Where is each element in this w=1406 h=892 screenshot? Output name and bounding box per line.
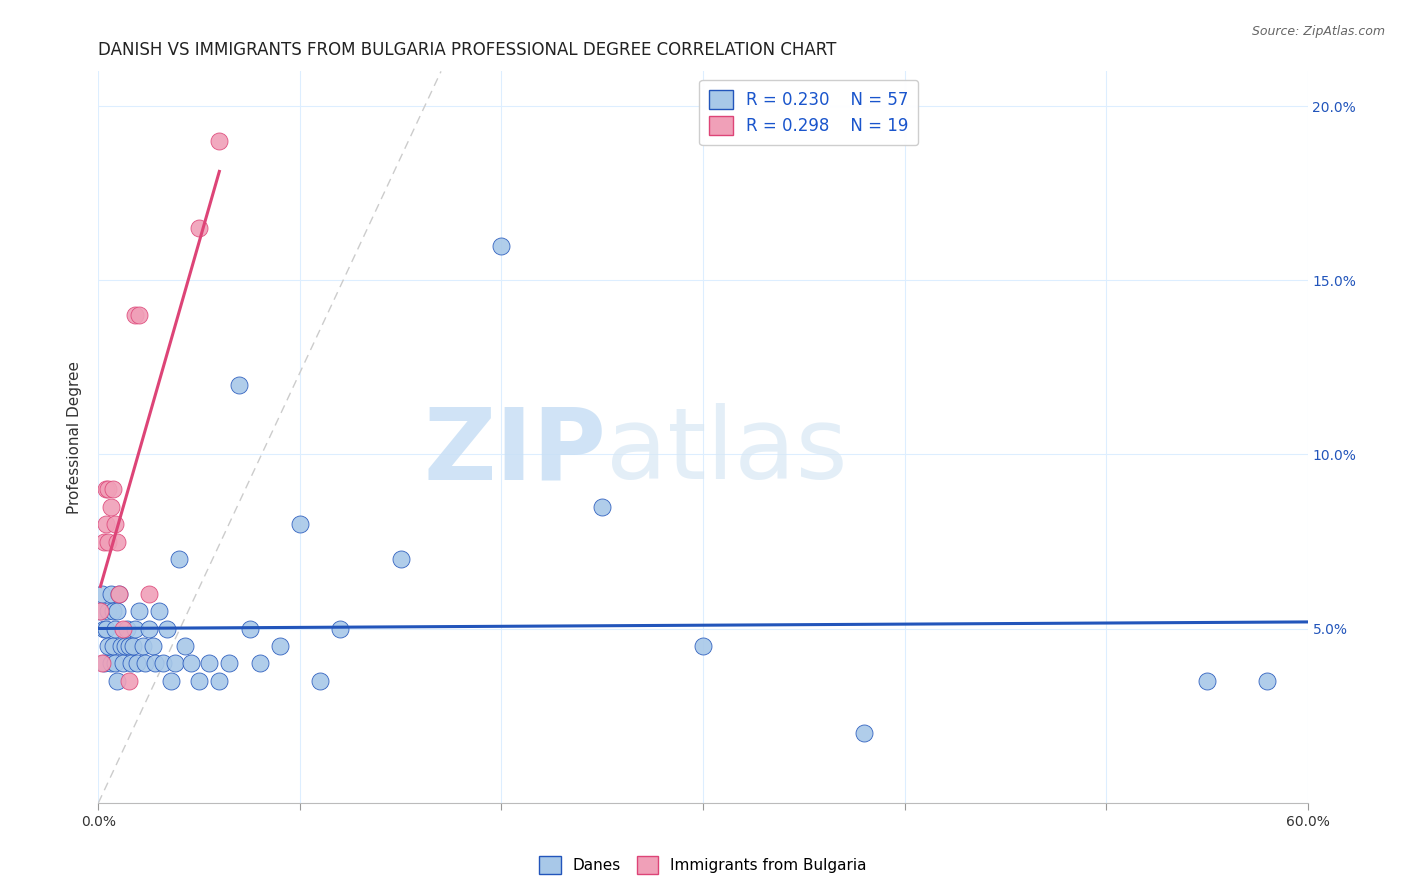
- Point: [138, 622, 160, 636]
- Text: DANISH VS IMMIGRANTS FROM BULGARIA PROFESSIONAL DEGREE CORRELATION CHART: DANISH VS IMMIGRANTS FROM BULGARIA PROFE…: [98, 41, 837, 59]
- Point: [143, 657, 166, 671]
- Point: [128, 604, 150, 618]
- Point: [103, 517, 125, 532]
- Legend: R = 0.230    N = 57, R = 0.298    N = 19: R = 0.230 N = 57, R = 0.298 N = 19: [699, 79, 918, 145]
- Point: [309, 673, 332, 688]
- Point: [103, 657, 125, 671]
- Text: Source: ZipAtlas.com: Source: ZipAtlas.com: [1251, 25, 1385, 38]
- Point: [97, 534, 120, 549]
- Point: [167, 552, 190, 566]
- Point: [163, 657, 186, 671]
- Point: [142, 639, 165, 653]
- Point: [118, 673, 141, 688]
- Point: [118, 639, 141, 653]
- Point: [188, 673, 211, 688]
- Point: [121, 639, 143, 653]
- Point: [132, 639, 155, 653]
- Point: [329, 622, 352, 636]
- Point: [100, 500, 122, 514]
- Point: [101, 639, 124, 653]
- Point: [124, 308, 146, 322]
- Point: [105, 673, 128, 688]
- Text: atlas: atlas: [606, 403, 848, 500]
- Point: [96, 483, 118, 497]
- Point: [93, 657, 115, 671]
- Point: [1195, 673, 1218, 688]
- Point: [120, 657, 142, 671]
- Point: [93, 622, 115, 636]
- Legend: Danes, Immigrants from Bulgaria: Danes, Immigrants from Bulgaria: [533, 850, 873, 880]
- Point: [288, 517, 311, 532]
- Point: [100, 657, 122, 671]
- Point: [125, 657, 148, 671]
- Point: [107, 587, 129, 601]
- Point: [1256, 673, 1278, 688]
- Point: [239, 622, 262, 636]
- Point: [249, 657, 271, 671]
- Point: [269, 639, 291, 653]
- Text: ZIP: ZIP: [423, 403, 606, 500]
- Y-axis label: Professional Degree: Professional Degree: [67, 360, 83, 514]
- Point: [228, 377, 250, 392]
- Point: [218, 657, 240, 671]
- Point: [128, 308, 150, 322]
- Point: [96, 517, 118, 532]
- Point: [389, 552, 412, 566]
- Point: [105, 604, 128, 618]
- Point: [114, 639, 136, 653]
- Point: [188, 221, 211, 235]
- Point: [115, 622, 138, 636]
- Point: [91, 587, 114, 601]
- Point: [591, 500, 613, 514]
- Point: [148, 604, 170, 618]
- Point: [91, 657, 114, 671]
- Point: [198, 657, 221, 671]
- Point: [208, 134, 231, 148]
- Point: [156, 622, 179, 636]
- Point: [107, 587, 129, 601]
- Point: [180, 657, 202, 671]
- Point: [160, 673, 183, 688]
- Point: [89, 604, 111, 618]
- Point: [97, 483, 120, 497]
- Point: [111, 657, 134, 671]
- Point: [100, 587, 122, 601]
- Point: [174, 639, 197, 653]
- Point: [853, 726, 876, 740]
- Point: [97, 639, 120, 653]
- Point: [134, 657, 156, 671]
- Point: [491, 238, 513, 252]
- Point: [105, 534, 128, 549]
- Point: [111, 622, 134, 636]
- Point: [138, 587, 160, 601]
- Point: [110, 639, 132, 653]
- Point: [101, 604, 124, 618]
- Point: [103, 622, 125, 636]
- Point: [152, 657, 174, 671]
- Point: [93, 534, 115, 549]
- Point: [96, 622, 118, 636]
- Point: [208, 673, 231, 688]
- Point: [101, 483, 124, 497]
- Point: [97, 604, 120, 618]
- Point: [692, 639, 714, 653]
- Point: [89, 604, 111, 618]
- Point: [124, 622, 146, 636]
